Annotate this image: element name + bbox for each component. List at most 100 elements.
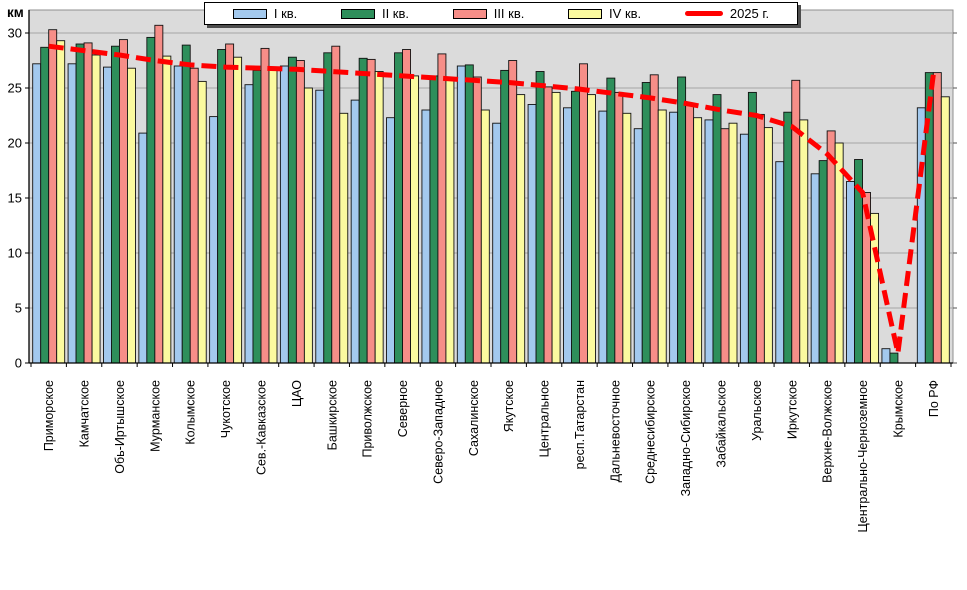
bar-III кв.-Уральское (755, 113, 765, 364)
legend-label-q4: IV кв. (609, 6, 642, 21)
bar-II кв.-Башкирское (323, 52, 333, 364)
bar-I кв.-ЦАО (279, 65, 289, 364)
bar-IV кв.-Обь-Иртышское (127, 67, 136, 364)
bar-II кв.-Крымское (889, 352, 899, 364)
legend-item-q3: III кв. (452, 6, 525, 21)
bar-IV кв.-Иркутское (799, 119, 809, 364)
bar-II кв.-Северное (394, 52, 403, 364)
bar-III кв.-Дальневосточное (614, 91, 624, 364)
y-tick-label: 30 (8, 26, 22, 41)
legend-label-q2: II кв. (381, 6, 410, 21)
bar-I кв.-Иркутское (775, 161, 785, 364)
bar-IV кв.-Центральное (551, 91, 561, 364)
chart-legend: I кв. II кв. III кв. IV кв. 2025 г. (204, 2, 798, 25)
x-category-label: Центрально-Черноземное (856, 380, 870, 532)
bar-II кв.-Камчатское (75, 43, 85, 364)
bar-IV кв.-респ.Татарстан (587, 94, 596, 364)
x-category-label: Крымское (891, 380, 905, 438)
bar-II кв.-Среднесибирское (641, 82, 651, 364)
x-category-label: Забайкальское (715, 380, 729, 468)
bar-III кв.-Среднесибирское (649, 74, 659, 364)
bar-I кв.-Центральное (527, 104, 537, 364)
bar-I кв.-Якутское (492, 122, 502, 364)
bar-II кв.-Сахалинское (464, 64, 474, 364)
bar-IV кв.-Колымское (197, 80, 207, 364)
x-category-label: Центральное (538, 380, 552, 457)
bar-IV кв.-Забайкальское (728, 122, 738, 364)
bar-IV кв.-Приморское (56, 40, 66, 364)
legend-swatch-q4 (568, 8, 603, 19)
bar-IV кв.-По РФ (940, 96, 950, 364)
bar-I кв.-Мурманское (138, 132, 148, 364)
legend-swatch-q3 (452, 8, 487, 19)
legend-item-q2: II кв. (340, 6, 410, 21)
bar-III кв.-респ.Татарстан (579, 63, 588, 364)
legend-item-q4: IV кв. (568, 6, 641, 21)
bar-I кв.-Дальневосточное (598, 110, 608, 364)
bar-I кв.-Центрально-Черноземное (846, 181, 855, 364)
bar-III кв.-По РФ (932, 72, 942, 364)
bar-II кв.-Чукотское (217, 49, 227, 364)
bar-III кв.-Мурманское (154, 24, 164, 364)
bar-II кв.-Верхне-Волжское (818, 160, 828, 364)
x-category-label: Колымское (184, 380, 198, 445)
bar-III кв.-Башкирское (331, 45, 341, 364)
bar-IV кв.-Западно-Сибирское (693, 117, 703, 364)
x-category-label: Северное (396, 380, 410, 437)
bar-I кв.-респ.Татарстан (563, 107, 572, 364)
bar-II кв.-Западно-Сибирское (677, 76, 687, 364)
x-category-label: Башкирское (325, 380, 339, 450)
bar-I кв.-Верхне-Волжское (810, 173, 820, 364)
legend-label-q1: I кв. (273, 6, 298, 21)
bar-II кв.-Мурманское (146, 36, 156, 364)
legend-item-q1: I кв. (232, 6, 298, 21)
bar-II кв.-Сев.-Кавказское (252, 69, 262, 364)
bar-IV кв.-Мурманское (162, 55, 172, 364)
bar-III кв.-Якутское (508, 60, 518, 364)
bar-IV кв.-Уральское (763, 127, 773, 364)
x-category-label: Верхне-Волжское (821, 380, 835, 483)
legend-label-2025: 2025 г. (729, 6, 770, 21)
bar-II кв.-Обь-Иртышское (111, 45, 120, 364)
bar-III кв.-Сев.-Кавказское (260, 47, 270, 364)
bar-IV кв.-Северное (410, 75, 419, 364)
bar-II кв.-Колымское (181, 44, 191, 364)
trend-line-2025 (48, 43, 936, 354)
x-category-label: Сахалинское (467, 380, 481, 456)
bar-IV кв.-Северо-Западное (445, 78, 455, 364)
bar-I кв.-Сахалинское (456, 65, 466, 364)
bar-I кв.-Уральское (739, 133, 749, 364)
y-tick-label: 20 (8, 136, 22, 151)
bar-IV кв.-Якутское (516, 94, 526, 364)
bar-III кв.-Приволжское (366, 58, 376, 364)
x-category-label: Уральское (750, 380, 764, 441)
bar-IV кв.-Приволжское (374, 71, 384, 364)
bar-III кв.-Приморское (48, 29, 58, 364)
x-category-label: Чукотское (219, 380, 233, 438)
bar-I кв.-Приволжское (350, 99, 360, 364)
bar-I кв.-Крымское (881, 348, 891, 364)
bar-IV кв.-Верхне-Волжское (834, 142, 844, 364)
bar-III кв.-Обь-Иртышское (119, 39, 128, 364)
bar-III кв.-Колымское (189, 67, 199, 364)
x-category-label: Якутское (502, 380, 516, 432)
y-tick-label: 10 (8, 246, 22, 261)
y-tick-label: 0 (15, 356, 22, 371)
legend-label-q3: III кв. (493, 6, 525, 21)
bar-IV кв.-Камчатское (91, 54, 101, 364)
bar-I кв.-Сев.-Кавказское (244, 84, 254, 364)
bar-I кв.-Башкирское (315, 89, 325, 364)
bar-III кв.-Верхне-Волжское (826, 130, 836, 364)
bar-I кв.-Среднесибирское (633, 128, 643, 364)
bar-I кв.-Чукотское (209, 116, 219, 364)
bar-I кв.-Камчатское (67, 63, 77, 364)
bar-II кв.-Центральное (535, 71, 545, 364)
y-tick-label: 25 (8, 81, 22, 96)
bar-II кв.-Уральское (747, 91, 757, 364)
legend-item-2025: 2025 г. (684, 6, 770, 21)
bar-I кв.-Приморское (32, 63, 42, 364)
bar-I кв.-Северное (386, 117, 395, 364)
x-category-label: ЦАО (290, 380, 304, 407)
